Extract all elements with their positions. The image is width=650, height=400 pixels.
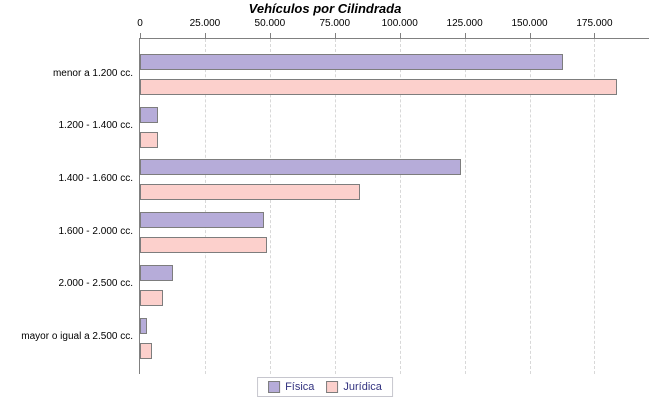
bar-juridica bbox=[140, 289, 163, 306]
category-label: 2.000 - 2.500 cc. bbox=[58, 278, 134, 290]
legend-item-fisica: Física bbox=[268, 381, 314, 393]
x-tick-mark bbox=[140, 33, 141, 39]
x-tick-mark bbox=[269, 33, 271, 39]
gridline bbox=[399, 39, 401, 374]
x-tick-mark bbox=[594, 33, 596, 39]
gridline bbox=[334, 39, 336, 374]
category-label: 1.200 - 1.400 cc. bbox=[58, 120, 134, 132]
x-tick-mark bbox=[204, 33, 206, 39]
gridline bbox=[594, 39, 596, 374]
legend-swatch-icon bbox=[268, 381, 281, 393]
bar-juridica bbox=[140, 237, 267, 254]
x-tick-label: 0 bbox=[137, 18, 143, 29]
category-label: 1.600 - 2.000 cc. bbox=[58, 225, 134, 237]
category-label: mayor o igual a 2.500 cc. bbox=[21, 331, 133, 342]
x-tick-mark bbox=[529, 33, 531, 39]
legend-label: Jurídica bbox=[343, 381, 382, 393]
gridline bbox=[204, 39, 206, 374]
bar-fisica bbox=[140, 317, 148, 334]
bar-fisica bbox=[140, 159, 462, 176]
x-tick-label: 100.000 bbox=[381, 18, 418, 29]
x-tick-mark bbox=[464, 33, 466, 39]
bar-juridica bbox=[140, 342, 153, 359]
x-tick-label: 150.000 bbox=[511, 18, 548, 29]
gridline bbox=[464, 39, 466, 374]
bar-fisica bbox=[140, 264, 174, 281]
x-tick-mark bbox=[399, 33, 401, 39]
legend-swatch-icon bbox=[326, 381, 339, 393]
x-tick-label: 25.000 bbox=[189, 18, 221, 29]
bar-juridica bbox=[140, 131, 158, 148]
chart-title: Vehículos por Cilindrada bbox=[248, 1, 402, 16]
legend: Física Jurídica bbox=[257, 377, 393, 397]
category-label: menor a 1.200 cc. bbox=[52, 67, 133, 79]
bar-fisica bbox=[140, 54, 563, 70]
category-label: 1.400 - 1.600 cc. bbox=[58, 172, 134, 184]
x-tick-label: 125.000 bbox=[446, 18, 483, 29]
gridline bbox=[269, 39, 271, 374]
plot-area: 0 25.000 50.000 75.000 100.000 125.000 150.000… bbox=[137, 18, 649, 374]
x-tick-mark bbox=[334, 33, 336, 39]
bar-juridica bbox=[140, 79, 618, 95]
x-tick-label: 75.000 bbox=[319, 18, 351, 29]
bar-fisica bbox=[140, 212, 265, 229]
legend-item-juridica: Jurídica bbox=[326, 381, 382, 393]
bar-fisica bbox=[140, 106, 158, 123]
bar-juridica bbox=[140, 184, 361, 201]
gridline bbox=[529, 39, 531, 374]
x-tick-label: 50.000 bbox=[254, 18, 286, 29]
legend-label: Física bbox=[285, 381, 315, 393]
x-tick-label: 175.000 bbox=[576, 18, 613, 29]
